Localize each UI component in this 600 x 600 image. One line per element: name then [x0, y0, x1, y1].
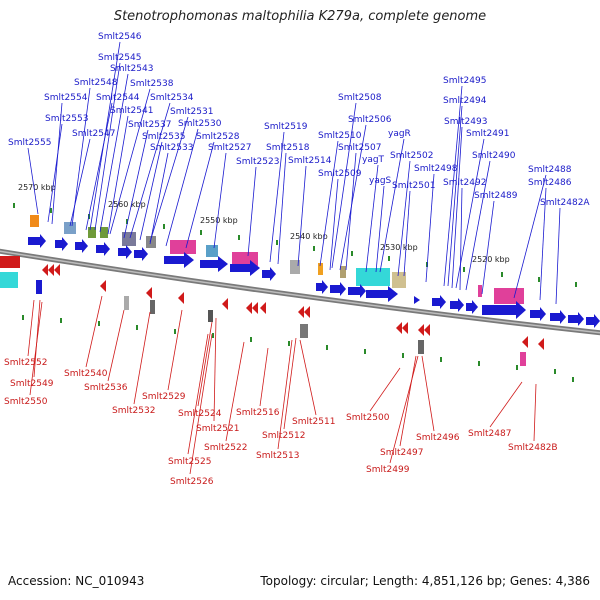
gene-label: Smlt2494 [443, 96, 487, 106]
topology-text: Topology: circular; Length: 4,851,126 bp… [260, 574, 590, 588]
gene-label: Smlt2528 [196, 132, 240, 142]
gene-label: Smlt2498 [414, 164, 458, 174]
scale-labels: 2570 kbp 2560 kbp 2550 kbp 2540 kbp 2530… [18, 183, 510, 264]
gene-label: Smlt2500 [346, 413, 390, 423]
gene-label: Smlt2501 [392, 181, 435, 191]
gene-label: Smlt2482A [540, 198, 590, 208]
gene-label: Smlt2555 [8, 138, 51, 148]
gene-label: Smlt2536 [84, 383, 128, 393]
gene-label: Smlt2512 [262, 431, 305, 441]
gene-label: Smlt2513 [256, 451, 299, 461]
gene-label: Smlt2482B [508, 443, 558, 453]
gene-label: yagR [388, 129, 411, 139]
forward-leader-lines [27, 41, 561, 305]
gene-label: Smlt2487 [468, 429, 511, 439]
gene-label: Smlt2486 [528, 178, 572, 188]
gene-label: Smlt2550 [4, 397, 48, 407]
gene-label: Smlt2502 [390, 151, 433, 161]
gene-label: Smlt2514 [288, 156, 332, 166]
gene-label: Smlt2545 [98, 53, 141, 63]
gene-label: Smlt2510 [318, 131, 362, 141]
gene-label: Smlt2532 [112, 406, 155, 416]
gene-label: Smlt2547 [72, 129, 115, 139]
gene-label: Smlt2553 [45, 114, 88, 124]
gene-label: Smlt2535 [142, 132, 185, 142]
gene-label: Smlt2530 [178, 119, 222, 129]
gene-label: Smlt2488 [528, 165, 572, 175]
gene-label: Smlt2527 [208, 143, 251, 153]
forward-strand-arrows [28, 234, 600, 328]
gene-label: Smlt2493 [444, 117, 487, 127]
gene-label: yagT [362, 155, 385, 165]
gene-label: Smlt2489 [474, 191, 518, 201]
scale-label: 2540 kbp [290, 232, 328, 241]
gene-label: Smlt2497 [380, 448, 423, 458]
reverse-strand-arrows [0, 256, 544, 350]
gene-label: Smlt2496 [416, 433, 460, 443]
gene-label: Smlt2534 [150, 93, 194, 103]
gene-label: Smlt2531 [170, 107, 213, 117]
page-title: Stenotrophomonas maltophilia K279a, comp… [113, 9, 487, 24]
gene-label: Smlt2538 [130, 79, 174, 89]
gene-label: Smlt2519 [264, 122, 308, 132]
gene-label: Smlt2540 [64, 369, 108, 379]
gene-label: Smlt2554 [44, 93, 88, 103]
gene-label: Smlt2495 [443, 76, 486, 86]
accession-text: Accession: NC_010943 [8, 574, 145, 588]
outer-tick-marks [13, 203, 577, 382]
gene-label: Smlt2506 [348, 115, 392, 125]
gene-label: Smlt2549 [10, 379, 54, 389]
gene-label: Smlt2523 [236, 157, 279, 167]
gene-label: yagS [369, 176, 392, 186]
scale-label: 2550 kbp [200, 216, 238, 225]
gene-label: Smlt2507 [338, 143, 381, 153]
gene-label: Smlt2529 [142, 392, 186, 402]
gene-label: Smlt2525 [168, 457, 211, 467]
gene-label: Smlt2508 [338, 93, 382, 103]
gene-label: Smlt2544 [96, 93, 140, 103]
scale-label: 2530 kbp [380, 243, 418, 252]
gene-label: Smlt2537 [128, 120, 171, 130]
gene-label: Smlt2543 [110, 64, 153, 74]
gene-label: Smlt2509 [318, 169, 362, 179]
gene-label: Smlt2490 [472, 151, 516, 161]
gene-label: Smlt2548 [74, 78, 118, 88]
reverse-labels: Smlt2552 Smlt2549 Smlt2550 Smlt2540 Smlt… [4, 358, 558, 487]
scale-label: 2520 kbp [472, 255, 510, 264]
gene-label: Smlt2552 [4, 358, 47, 368]
gene-label: Smlt2491 [466, 129, 509, 139]
gene-label: Smlt2521 [196, 424, 239, 434]
gene-label: Smlt2499 [366, 465, 410, 475]
reverse-leader-lines [27, 295, 537, 475]
gene-label: Smlt2546 [98, 32, 142, 42]
gene-label: Smlt2533 [150, 143, 193, 153]
gene-label: Smlt2524 [178, 409, 222, 419]
gene-label: Smlt2526 [170, 477, 214, 487]
gene-label: Smlt2541 [110, 106, 153, 116]
scale-label: 2560 kbp [108, 200, 146, 209]
lower-features [0, 272, 526, 366]
gene-label: Smlt2492 [443, 178, 486, 188]
gene-label: Smlt2511 [292, 417, 335, 427]
forward-labels: Smlt2546 Smlt2545 Smlt2543 Smlt2548 Smlt… [8, 32, 590, 208]
gene-label: Smlt2522 [204, 443, 247, 453]
scale-label: 2570 kbp [18, 183, 56, 192]
gene-label: Smlt2518 [266, 143, 310, 153]
gene-label: Smlt2516 [236, 408, 280, 418]
